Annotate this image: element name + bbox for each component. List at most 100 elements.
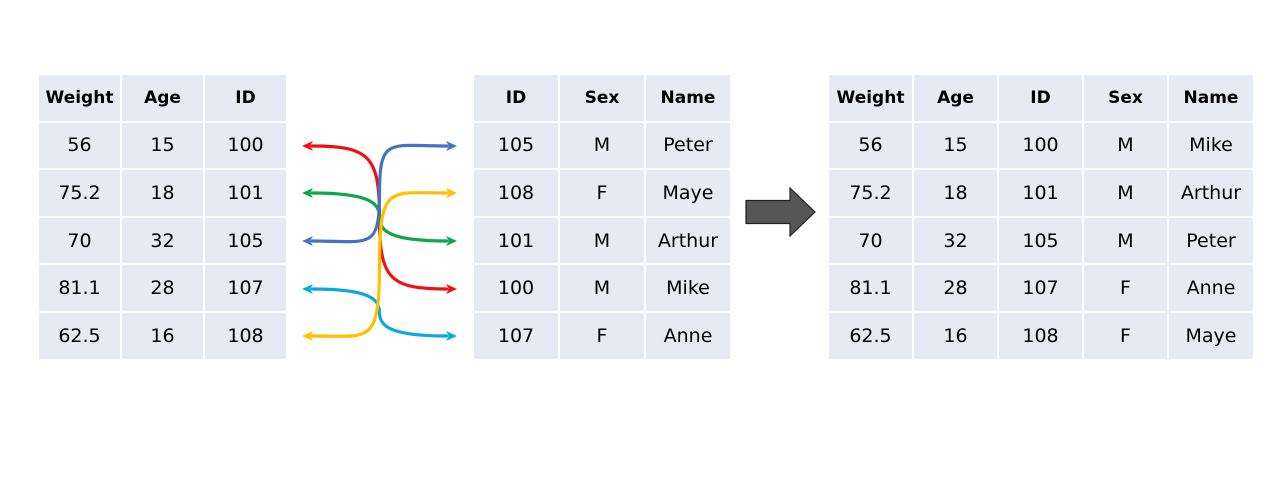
table-cell: 70 xyxy=(829,217,912,264)
table-cell: F xyxy=(560,170,644,216)
table-cell: M xyxy=(560,122,644,169)
table-cell: 56 xyxy=(829,122,912,169)
table-cell: Arthur xyxy=(646,217,730,264)
table-cell: 105 xyxy=(205,217,286,264)
column-header: ID xyxy=(474,75,558,121)
arrowhead-left-icon xyxy=(302,188,313,198)
table-cell: 16 xyxy=(914,312,997,359)
table-cell: Anne xyxy=(1169,265,1253,311)
table-cell: 75.2 xyxy=(829,170,912,216)
table-cell: 105 xyxy=(474,122,558,169)
table-cell: 16 xyxy=(122,312,203,359)
join-links xyxy=(302,141,457,341)
table-cell: M xyxy=(1084,217,1167,264)
arrowhead-left-icon xyxy=(302,141,313,151)
table-header-row: Weight Age ID xyxy=(39,75,286,121)
table-cell: F xyxy=(560,312,644,359)
column-header: Name xyxy=(1169,75,1253,121)
table-cell: 32 xyxy=(914,217,997,264)
table-row: 56 15 100 xyxy=(39,122,286,169)
table-cell: Mike xyxy=(646,265,730,311)
arrowhead-left-icon xyxy=(302,236,313,246)
table-row: 62.5 16 108 xyxy=(39,312,286,359)
column-header: Age xyxy=(122,75,203,121)
right-arrow-icon xyxy=(745,186,816,238)
table-cell: 32 xyxy=(122,217,203,264)
table-row: 70 32 105 M Peter xyxy=(829,217,1253,264)
table-row: 81.1 28 107 xyxy=(39,265,286,311)
join-link-105 xyxy=(310,143,449,244)
table-cell: 15 xyxy=(122,122,203,169)
table-cell: 56 xyxy=(39,122,120,169)
table-header-row: Weight Age ID Sex Name xyxy=(829,75,1253,121)
table-cell: 100 xyxy=(474,265,558,311)
table-row: 75.2 18 101 M Arthur xyxy=(829,170,1253,216)
table-cell: 18 xyxy=(122,170,203,216)
join-link-108 xyxy=(310,191,449,338)
table-cell: 100 xyxy=(205,122,286,169)
table-cell: Mike xyxy=(1169,122,1253,169)
table-row: 70 32 105 xyxy=(39,217,286,264)
table-cell: Peter xyxy=(1169,217,1253,264)
table-cell: 81.1 xyxy=(829,265,912,311)
table-row: 62.5 16 108 F Maye xyxy=(829,312,1253,359)
column-header: Name xyxy=(646,75,730,121)
table-cell: 107 xyxy=(205,265,286,311)
arrowhead-right-icon xyxy=(446,284,457,294)
table-cell: 18 xyxy=(914,170,997,216)
table-cell: 107 xyxy=(999,265,1082,311)
table-cell: 62.5 xyxy=(39,312,120,359)
table-row: 100 M Mike xyxy=(474,265,730,311)
left-table: Weight Age ID 56 15 100 75.2 18 101 70 3… xyxy=(37,73,288,361)
table-row: 108 F Maye xyxy=(474,170,730,216)
table-cell: Arthur xyxy=(1169,170,1253,216)
table-cell: Maye xyxy=(646,170,730,216)
column-header: Age xyxy=(914,75,997,121)
table-cell: M xyxy=(1084,122,1167,169)
table-cell: M xyxy=(560,217,644,264)
table-cell: 101 xyxy=(999,170,1082,216)
table-row: 105 M Peter xyxy=(474,122,730,169)
table-row: 107 F Anne xyxy=(474,312,730,359)
column-header: Sex xyxy=(1084,75,1167,121)
table-cell: 70 xyxy=(39,217,120,264)
table-row: 101 M Arthur xyxy=(474,217,730,264)
table-cell: 15 xyxy=(914,122,997,169)
table-cell: 101 xyxy=(474,217,558,264)
table-cell: 100 xyxy=(999,122,1082,169)
join-link-107 xyxy=(310,287,449,338)
arrowhead-right-icon xyxy=(446,331,457,341)
table-header-row: ID Sex Name xyxy=(474,75,730,121)
table-cell: F xyxy=(1084,265,1167,311)
arrowhead-right-icon xyxy=(446,188,457,198)
table-cell: 28 xyxy=(914,265,997,311)
table-cell: 101 xyxy=(205,170,286,216)
column-header: Weight xyxy=(39,75,120,121)
table-cell: M xyxy=(560,265,644,311)
arrowhead-left-icon xyxy=(302,284,313,294)
table-cell: 28 xyxy=(122,265,203,311)
table-row: 81.1 28 107 F Anne xyxy=(829,265,1253,311)
table-cell: 107 xyxy=(474,312,558,359)
result-table: Weight Age ID Sex Name 56 15 100 M Mike … xyxy=(827,73,1255,361)
table-cell: 81.1 xyxy=(39,265,120,311)
column-header: ID xyxy=(999,75,1082,121)
table-cell: 108 xyxy=(474,170,558,216)
table-cell: Anne xyxy=(646,312,730,359)
table-cell: 108 xyxy=(999,312,1082,359)
table-row: 75.2 18 101 xyxy=(39,170,286,216)
table-cell: 75.2 xyxy=(39,170,120,216)
table-cell: Maye xyxy=(1169,312,1253,359)
table-cell: F xyxy=(1084,312,1167,359)
column-header: Weight xyxy=(829,75,912,121)
column-header: ID xyxy=(205,75,286,121)
table-row: 56 15 100 M Mike xyxy=(829,122,1253,169)
arrowhead-right-icon xyxy=(446,141,457,151)
arrowhead-right-icon xyxy=(446,236,457,246)
table-cell: 62.5 xyxy=(829,312,912,359)
arrowhead-left-icon xyxy=(302,331,313,341)
table-cell: 108 xyxy=(205,312,286,359)
table-cell: M xyxy=(1084,170,1167,216)
table-cell: Peter xyxy=(646,122,730,169)
